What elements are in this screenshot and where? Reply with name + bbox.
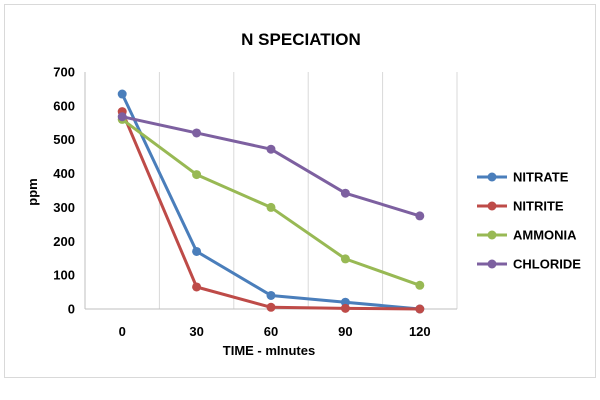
- x-tick-label: 30: [189, 324, 203, 339]
- legend-item-ammonia: AMMONIA: [477, 228, 577, 243]
- legend-swatch-marker: [487, 172, 497, 182]
- legend-swatch-marker: [487, 230, 497, 240]
- legend-swatch-marker: [487, 201, 497, 211]
- legend-label: NITRATE: [513, 170, 569, 185]
- chart-title: N SPECIATION: [241, 30, 361, 49]
- axes: [84, 72, 457, 310]
- x-axis-ticks: 0 30 60 90 120: [119, 324, 431, 339]
- y-tick-label: 200: [53, 234, 75, 249]
- data-point-chloride: [192, 128, 202, 138]
- data-point-chloride: [415, 211, 425, 221]
- data-point-nitrite: [192, 282, 202, 292]
- x-tick-label: 60: [264, 324, 278, 339]
- x-tick-label: 120: [409, 324, 431, 339]
- y-axis-ticks: 0 100 200 300 400 500 600 700: [53, 65, 75, 317]
- data-point-nitrite: [266, 302, 276, 312]
- legend-item-nitrite: NITRITE: [477, 199, 564, 214]
- legend-label: NITRITE: [513, 199, 564, 214]
- legend-item-nitrate: NITRATE: [477, 170, 569, 185]
- data-point-ammonia: [192, 170, 202, 180]
- data-point-nitrate: [117, 89, 127, 99]
- gridlines: [158, 72, 458, 309]
- y-tick-label: 500: [53, 132, 75, 147]
- series-line-chloride: [121, 115, 421, 218]
- y-tick-label: 400: [53, 166, 75, 181]
- legend-label: AMMONIA: [513, 228, 577, 243]
- legend-swatch-marker: [487, 259, 497, 269]
- x-axis-label: TIME - mInutes: [223, 343, 315, 358]
- y-tick-label: 100: [53, 268, 75, 283]
- y-tick-label: 300: [53, 200, 75, 215]
- series-chloride: [117, 112, 425, 221]
- data-point-ammonia: [266, 202, 276, 212]
- series-group: [117, 89, 425, 314]
- x-tick-label: 90: [338, 324, 352, 339]
- legend-item-chloride: CHLORIDE: [477, 257, 581, 272]
- data-point-nitrite: [415, 304, 425, 314]
- data-point-nitrate: [266, 290, 276, 300]
- data-point-chloride: [340, 188, 350, 198]
- legend: NITRATE NITRITE AMMONIA CHLORIDE: [477, 170, 581, 272]
- chart-frame: N SPECIATION 0 100 200 300 400 500 600 700 0 30 6…: [4, 4, 596, 378]
- data-point-nitrite: [340, 303, 350, 313]
- data-point-ammonia: [340, 254, 350, 264]
- data-point-chloride: [266, 144, 276, 154]
- series-nitrate: [117, 89, 425, 314]
- line-chart: N SPECIATION 0 100 200 300 400 500 600 700 0 30 6…: [25, 30, 581, 358]
- y-tick-label: 600: [53, 98, 75, 113]
- y-tick-label: 0: [68, 302, 75, 317]
- data-point-ammonia: [415, 280, 425, 290]
- legend-label: CHLORIDE: [513, 257, 581, 272]
- data-point-chloride: [117, 112, 127, 122]
- x-tick-label: 0: [119, 324, 126, 339]
- y-axis-label: ppm: [25, 178, 40, 205]
- y-tick-label: 700: [53, 65, 75, 80]
- data-point-nitrate: [192, 246, 202, 256]
